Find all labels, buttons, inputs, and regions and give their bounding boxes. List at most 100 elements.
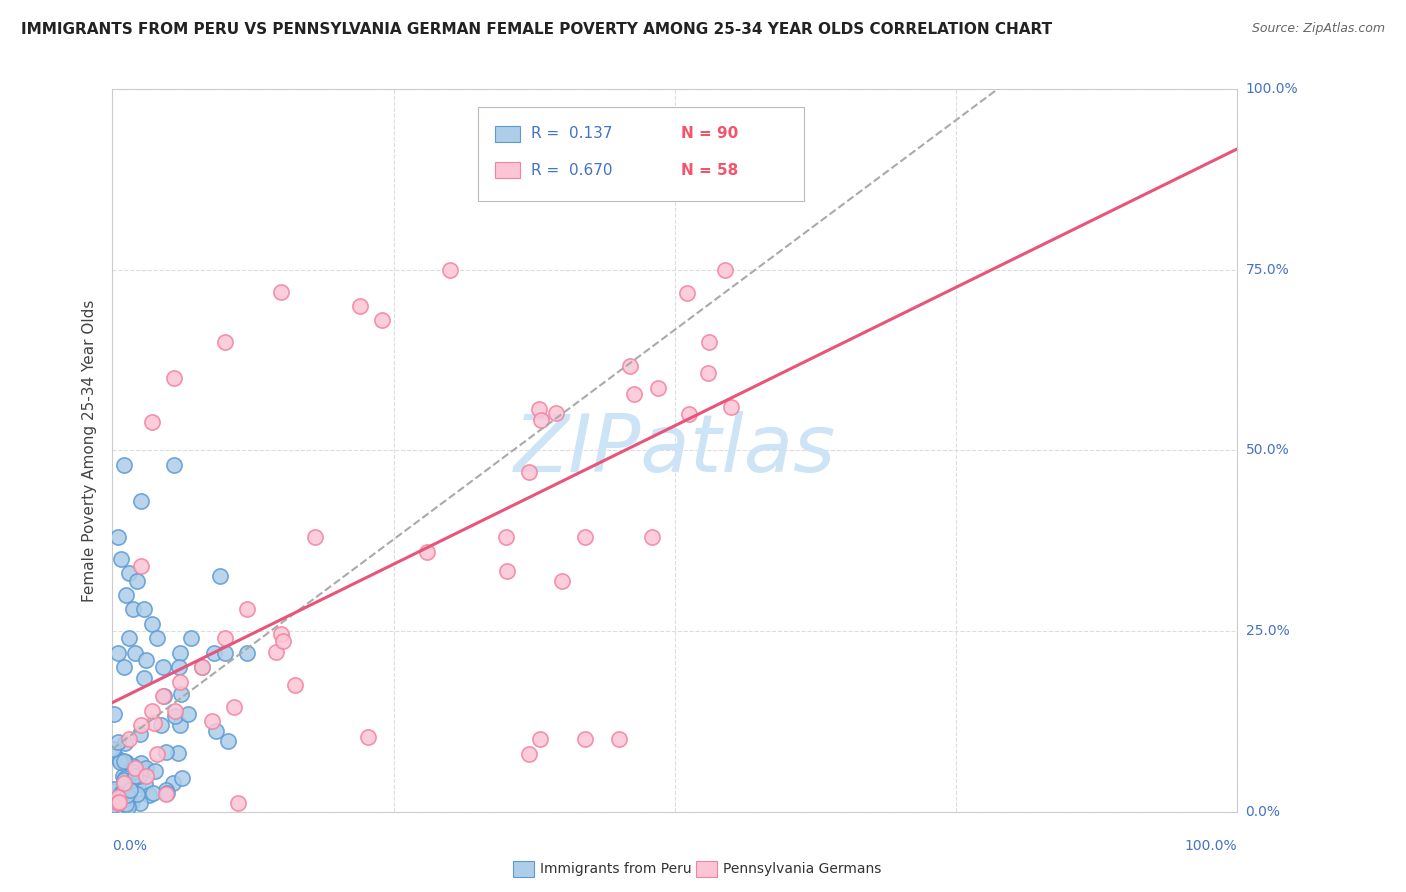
Point [177, 706, 200, 721]
Point [115, 773, 138, 788]
Point [101, 742, 124, 756]
Point [416, 544, 439, 558]
FancyBboxPatch shape [495, 162, 520, 178]
Text: Pennsylvania Germans: Pennsylvania Germans [723, 862, 882, 876]
Point [115, 755, 138, 769]
Point [166, 746, 188, 760]
Point [678, 407, 700, 421]
Point [165, 708, 187, 723]
Text: 0.0%: 0.0% [1246, 805, 1281, 819]
Point [697, 366, 720, 380]
Point [201, 714, 224, 728]
Point [517, 466, 540, 480]
Point [574, 732, 596, 747]
Point [103, 707, 125, 722]
Point [155, 786, 177, 800]
Point [574, 530, 596, 544]
Point [270, 285, 292, 299]
Point [107, 796, 129, 810]
Text: Source: ZipAtlas.com: Source: ZipAtlas.com [1251, 22, 1385, 36]
Text: 75.0%: 75.0% [1246, 263, 1289, 277]
Point [357, 730, 380, 744]
Point [214, 646, 236, 660]
Point [134, 671, 156, 685]
Point [114, 772, 136, 786]
Point [118, 566, 141, 581]
Point [124, 761, 146, 775]
Point [167, 660, 190, 674]
Point [118, 782, 141, 797]
Point [107, 646, 129, 660]
Point [623, 387, 645, 401]
Point [266, 645, 288, 659]
Point [101, 784, 124, 798]
Point [118, 797, 141, 811]
Point [110, 551, 132, 566]
FancyBboxPatch shape [495, 126, 520, 142]
Y-axis label: Female Poverty Among 25-34 Year Olds: Female Poverty Among 25-34 Year Olds [82, 300, 97, 601]
Point [135, 653, 157, 667]
Point [111, 788, 134, 802]
Text: R =  0.670: R = 0.670 [531, 162, 613, 178]
Point [112, 458, 135, 472]
Text: R =  0.137: R = 0.137 [531, 127, 613, 142]
Point [155, 782, 177, 797]
Point [191, 660, 214, 674]
Point [114, 736, 136, 750]
Text: N = 90: N = 90 [681, 127, 738, 142]
Point [146, 747, 169, 761]
Point [107, 802, 129, 816]
Point [107, 735, 129, 749]
Point [127, 778, 149, 792]
Point [551, 574, 574, 588]
Point [607, 732, 630, 747]
Point [108, 795, 131, 809]
Point [529, 413, 551, 427]
Point [170, 687, 193, 701]
Point [153, 689, 176, 703]
Point [163, 371, 186, 385]
Point [135, 761, 157, 775]
Point [132, 762, 155, 776]
Point [135, 769, 157, 783]
Point [118, 632, 141, 646]
Point [112, 785, 135, 799]
Point [495, 530, 517, 544]
Point [129, 559, 152, 574]
Point [129, 756, 152, 770]
Point [138, 789, 160, 803]
Point [114, 792, 136, 806]
Text: IMMIGRANTS FROM PERU VS PENNSYLVANIA GERMAN FEMALE POVERTY AMONG 25-34 YEAR OLDS: IMMIGRANTS FROM PERU VS PENNSYLVANIA GER… [21, 22, 1052, 37]
Point [108, 753, 131, 767]
Point [208, 568, 231, 582]
Point [169, 646, 191, 660]
Point [118, 732, 141, 747]
Point [104, 749, 127, 764]
Point [647, 381, 669, 395]
Point [371, 313, 394, 327]
Text: ZIPatlas: ZIPatlas [513, 411, 837, 490]
Point [714, 263, 737, 277]
Point [112, 776, 135, 790]
Point [118, 780, 141, 794]
Point [142, 786, 165, 800]
Point [132, 602, 155, 616]
Point [117, 795, 139, 809]
Point [112, 660, 135, 674]
Point [134, 776, 156, 790]
Point [304, 530, 326, 544]
FancyBboxPatch shape [478, 107, 804, 202]
Point [115, 797, 138, 811]
Point [141, 616, 163, 631]
Point [155, 787, 177, 801]
Point [527, 401, 550, 416]
Point [121, 602, 143, 616]
Point [169, 718, 191, 732]
Point [697, 335, 720, 350]
Point [115, 788, 138, 802]
Point [103, 797, 125, 812]
Point [111, 769, 134, 783]
Point [152, 660, 174, 674]
Text: 0.0%: 0.0% [112, 839, 148, 854]
Point [217, 734, 239, 748]
